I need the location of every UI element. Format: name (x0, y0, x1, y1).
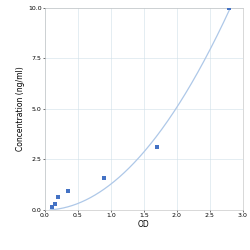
Point (102, 176, 106, 180)
X-axis label: OD: OD (138, 220, 149, 229)
Point (56, 195, 60, 199)
Point (53, 202, 57, 206)
Point (66, 189, 70, 193)
Point (227, 6, 231, 10)
Point (50, 205, 54, 209)
Point (155, 145, 159, 149)
Y-axis label: Concentration (ng/ml): Concentration (ng/ml) (16, 66, 25, 151)
